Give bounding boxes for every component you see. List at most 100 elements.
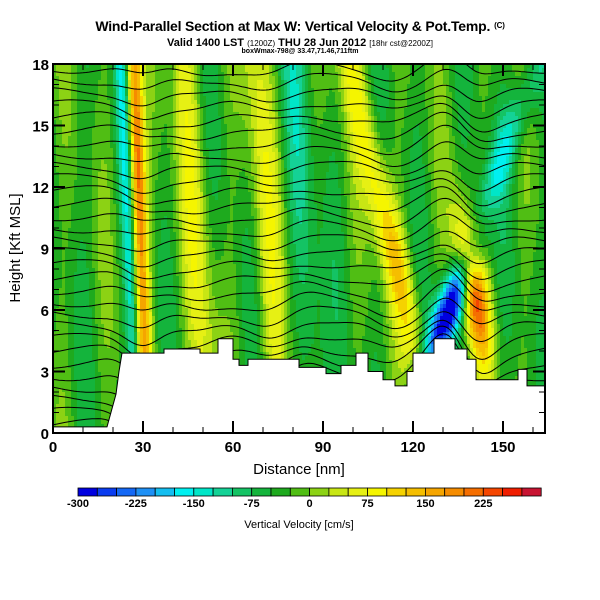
field-cell — [140, 172, 144, 177]
field-cell — [113, 264, 117, 269]
field-cell — [191, 168, 195, 173]
field-cell — [86, 132, 90, 137]
field-cell — [71, 320, 75, 325]
field-cell — [179, 292, 183, 297]
field-cell — [71, 332, 75, 337]
field-cell — [116, 92, 120, 97]
field-cell — [53, 332, 57, 337]
field-cell — [56, 268, 60, 273]
field-cell — [89, 232, 93, 237]
field-cell — [89, 392, 93, 397]
field-cell — [116, 232, 120, 237]
field-cell — [143, 344, 147, 349]
field-cell — [155, 280, 159, 285]
field-cell — [176, 128, 180, 133]
field-cell — [56, 372, 60, 377]
field-cell — [200, 108, 204, 113]
field-cell — [80, 288, 84, 293]
field-cell — [62, 400, 66, 405]
field-cell — [176, 192, 180, 197]
field-cell — [200, 228, 204, 233]
field-cell — [71, 196, 75, 201]
field-cell — [92, 264, 96, 269]
field-cell — [149, 200, 153, 205]
field-cell — [197, 180, 201, 185]
field-cell — [68, 352, 72, 357]
field-cell — [65, 404, 69, 409]
field-cell — [152, 288, 156, 293]
field-cell — [83, 272, 87, 277]
field-cell — [53, 240, 57, 245]
field-cell — [158, 348, 162, 353]
field-cell — [209, 100, 213, 105]
field-cell — [140, 268, 144, 273]
field-cell — [65, 68, 69, 73]
field-cell — [65, 220, 69, 225]
field-cell — [182, 208, 186, 213]
field-cell — [95, 152, 99, 157]
field-cell — [80, 68, 84, 73]
field-cell — [134, 124, 138, 129]
field-cell — [182, 168, 186, 173]
field-cell — [62, 360, 66, 365]
field-cell — [113, 128, 117, 133]
field-cell — [104, 336, 108, 341]
field-cell — [179, 232, 183, 237]
field-cell — [194, 304, 198, 309]
field-cell — [71, 300, 75, 305]
field-cell — [197, 96, 201, 101]
field-cell — [62, 284, 66, 289]
field-cell — [206, 72, 210, 77]
field-cell — [110, 240, 114, 245]
field-cell — [59, 348, 63, 353]
field-cell — [104, 200, 108, 205]
field-cell — [74, 280, 78, 285]
field-cell — [101, 384, 105, 389]
field-cell — [86, 400, 90, 405]
field-cell — [128, 216, 132, 221]
field-cell — [65, 340, 69, 345]
field-cell — [74, 368, 78, 373]
field-cell — [56, 100, 60, 105]
field-cell — [53, 200, 57, 205]
field-cell — [191, 224, 195, 229]
field-cell — [167, 200, 171, 205]
field-cell — [89, 400, 93, 405]
field-cell — [62, 404, 66, 409]
field-cell — [65, 300, 69, 305]
field-cell — [62, 328, 66, 333]
field-cell — [122, 240, 126, 245]
field-cell — [107, 80, 111, 85]
field-cell — [74, 352, 78, 357]
field-cell — [80, 96, 84, 101]
field-cell — [59, 284, 63, 289]
field-cell — [212, 88, 216, 93]
field-cell — [62, 72, 66, 77]
field-cell — [188, 192, 192, 197]
field-cell — [68, 132, 72, 137]
field-cell — [152, 304, 156, 309]
field-cell — [200, 200, 204, 205]
field-cell — [110, 144, 114, 149]
field-cell — [98, 340, 102, 345]
field-cell — [92, 80, 96, 85]
field-cell — [152, 284, 156, 289]
field-cell — [188, 292, 192, 297]
field-cell — [209, 252, 213, 257]
field-cell — [128, 80, 132, 85]
field-cell — [176, 292, 180, 297]
field-cell — [110, 372, 114, 377]
field-cell — [143, 88, 147, 93]
field-cell — [161, 292, 165, 297]
field-cell — [56, 420, 60, 425]
field-cell — [101, 336, 105, 341]
field-cell — [137, 112, 141, 117]
field-cell — [128, 244, 132, 249]
field-cell — [98, 256, 102, 261]
field-cell — [95, 268, 99, 273]
field-cell — [104, 192, 108, 197]
field-cell — [122, 180, 126, 185]
field-cell — [212, 212, 216, 217]
field-cell — [59, 232, 63, 237]
field-cell — [125, 104, 129, 109]
